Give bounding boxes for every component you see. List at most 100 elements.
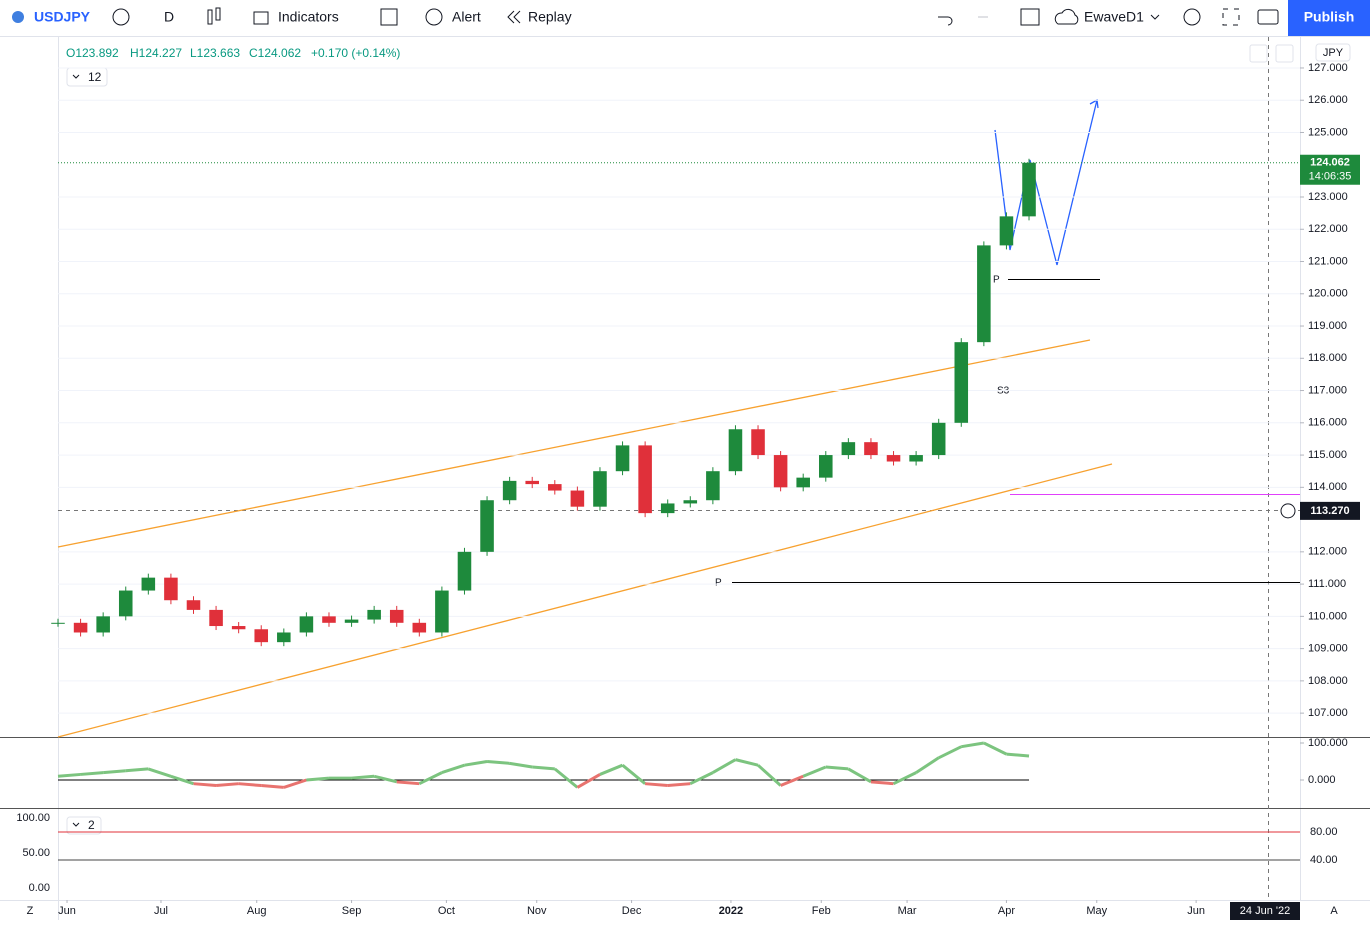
candle-body bbox=[548, 484, 562, 491]
y-tick-label: 118.000 bbox=[1308, 352, 1347, 364]
indicator-count: 2 bbox=[88, 818, 95, 832]
interval[interactable]: D bbox=[164, 9, 174, 25]
last-price-box bbox=[1300, 154, 1360, 185]
layout-name[interactable]: EwaveD1 bbox=[1084, 9, 1144, 25]
x-tick-label: Feb bbox=[812, 905, 831, 917]
templates[interactable] bbox=[380, 8, 398, 26]
oscillator-segment bbox=[193, 782, 217, 788]
oscillator-segment bbox=[870, 780, 894, 786]
oscillator-segment bbox=[373, 774, 398, 784]
candle-body bbox=[141, 577, 156, 591]
crosshair-date-box bbox=[1230, 902, 1300, 920]
pivot-label: P bbox=[993, 275, 1000, 286]
oscillator-segment bbox=[645, 782, 668, 788]
crosshair-price: 113.270 bbox=[1310, 505, 1349, 517]
y-tick-label: 121.000 bbox=[1308, 255, 1348, 267]
x-tick-label: Apr bbox=[998, 905, 1015, 917]
replay-icon bbox=[507, 10, 521, 24]
open: O123.892 bbox=[66, 46, 119, 60]
candle-body bbox=[480, 500, 494, 552]
x-tick-label: Jul bbox=[154, 905, 168, 917]
candle-body bbox=[1022, 162, 1036, 217]
oscillator-segment bbox=[621, 764, 647, 785]
candle-body bbox=[118, 590, 133, 617]
undo[interactable] bbox=[938, 16, 953, 26]
y-tick-label: 116.000 bbox=[1308, 417, 1347, 429]
x-tick-label: Oct bbox=[438, 905, 455, 917]
crosshair-plus[interactable] bbox=[1280, 503, 1296, 519]
add-symbol[interactable] bbox=[112, 8, 130, 26]
candle-body bbox=[209, 609, 223, 627]
y-tick-label: 100.000 bbox=[1308, 737, 1348, 749]
auto-scale[interactable]: A bbox=[1330, 905, 1338, 917]
candle-body bbox=[412, 622, 427, 633]
currency-box[interactable] bbox=[1315, 43, 1351, 62]
timezone-toggle[interactable]: Z bbox=[27, 905, 34, 917]
scroll-button[interactable] bbox=[1249, 44, 1268, 63]
oscillator-segment bbox=[915, 756, 940, 774]
y-tick-label: 120.000 bbox=[1308, 288, 1348, 300]
x-tick-label: Sep bbox=[342, 905, 362, 917]
oscillator-segment bbox=[938, 745, 962, 760]
oscillator-segment bbox=[599, 763, 624, 776]
oscillator-segment bbox=[532, 765, 555, 771]
publish-button[interactable] bbox=[1288, 0, 1370, 36]
indicator-toggle[interactable] bbox=[66, 816, 102, 835]
oscillator-segment bbox=[983, 741, 1008, 756]
channel-lower[interactable] bbox=[57, 463, 1113, 738]
y-tick-label: 126.000 bbox=[1308, 94, 1348, 106]
flag-icon[interactable] bbox=[12, 11, 24, 23]
oscillator-segment bbox=[441, 763, 465, 775]
x-tick-label: Jun bbox=[58, 905, 76, 917]
toggle-arrow bbox=[72, 74, 80, 79]
oscillator-segment bbox=[802, 765, 827, 778]
settings[interactable] bbox=[1183, 8, 1201, 26]
y-tick-label: 117.000 bbox=[1308, 384, 1347, 396]
replay[interactable]: Replay bbox=[528, 9, 572, 25]
last-price: 124.062 bbox=[1310, 157, 1350, 169]
candle-body bbox=[322, 616, 336, 623]
candle-body bbox=[841, 442, 856, 456]
candle-body bbox=[231, 626, 246, 630]
oscillator-segment bbox=[667, 782, 691, 788]
chart-type[interactable] bbox=[207, 9, 213, 25]
oscillator-segment bbox=[486, 759, 510, 765]
y2-tick-label: 80.00 bbox=[1310, 826, 1338, 838]
oscillator-segment bbox=[306, 776, 330, 782]
candle-body bbox=[73, 622, 88, 633]
publish[interactable]: Publish bbox=[1304, 9, 1355, 25]
candle-body bbox=[886, 455, 901, 462]
oscillator-segment bbox=[147, 767, 172, 778]
alert[interactable]: Alert bbox=[452, 9, 481, 25]
candle-body bbox=[638, 445, 652, 514]
candle-body bbox=[51, 622, 65, 624]
reset-button[interactable] bbox=[1275, 44, 1294, 63]
layout-icon[interactable] bbox=[1020, 8, 1040, 26]
y-tick-label: 50.00 bbox=[22, 847, 50, 859]
symbol[interactable]: USDJPY bbox=[34, 9, 91, 25]
close: C124.062 bbox=[249, 46, 301, 60]
channel-upper[interactable] bbox=[57, 339, 1091, 548]
candle-body bbox=[660, 503, 675, 514]
candle-body bbox=[819, 455, 833, 478]
candle-body bbox=[751, 429, 765, 456]
y-tick-label: 114.000 bbox=[1308, 481, 1347, 493]
high: H124.227 bbox=[130, 46, 182, 60]
candle-body bbox=[683, 500, 698, 504]
oscillator-segment bbox=[780, 774, 804, 787]
oscillator-segment bbox=[170, 774, 194, 786]
candle-body bbox=[389, 609, 404, 623]
indicators[interactable]: Indicators bbox=[278, 9, 339, 25]
fullscreen[interactable] bbox=[1222, 8, 1240, 26]
snapshot[interactable] bbox=[1257, 9, 1279, 25]
currency[interactable]: JPY bbox=[1323, 47, 1344, 59]
oscillator-segment bbox=[847, 767, 872, 784]
layout-dropdown[interactable] bbox=[1150, 14, 1160, 20]
oscillator-segment bbox=[418, 771, 443, 786]
y-tick-label: 119.000 bbox=[1308, 320, 1347, 332]
candle-body bbox=[96, 616, 110, 633]
countdown: 14:06:35 bbox=[1309, 171, 1352, 183]
x-tick-label: 2022 bbox=[719, 905, 743, 917]
candle-body bbox=[931, 422, 946, 456]
